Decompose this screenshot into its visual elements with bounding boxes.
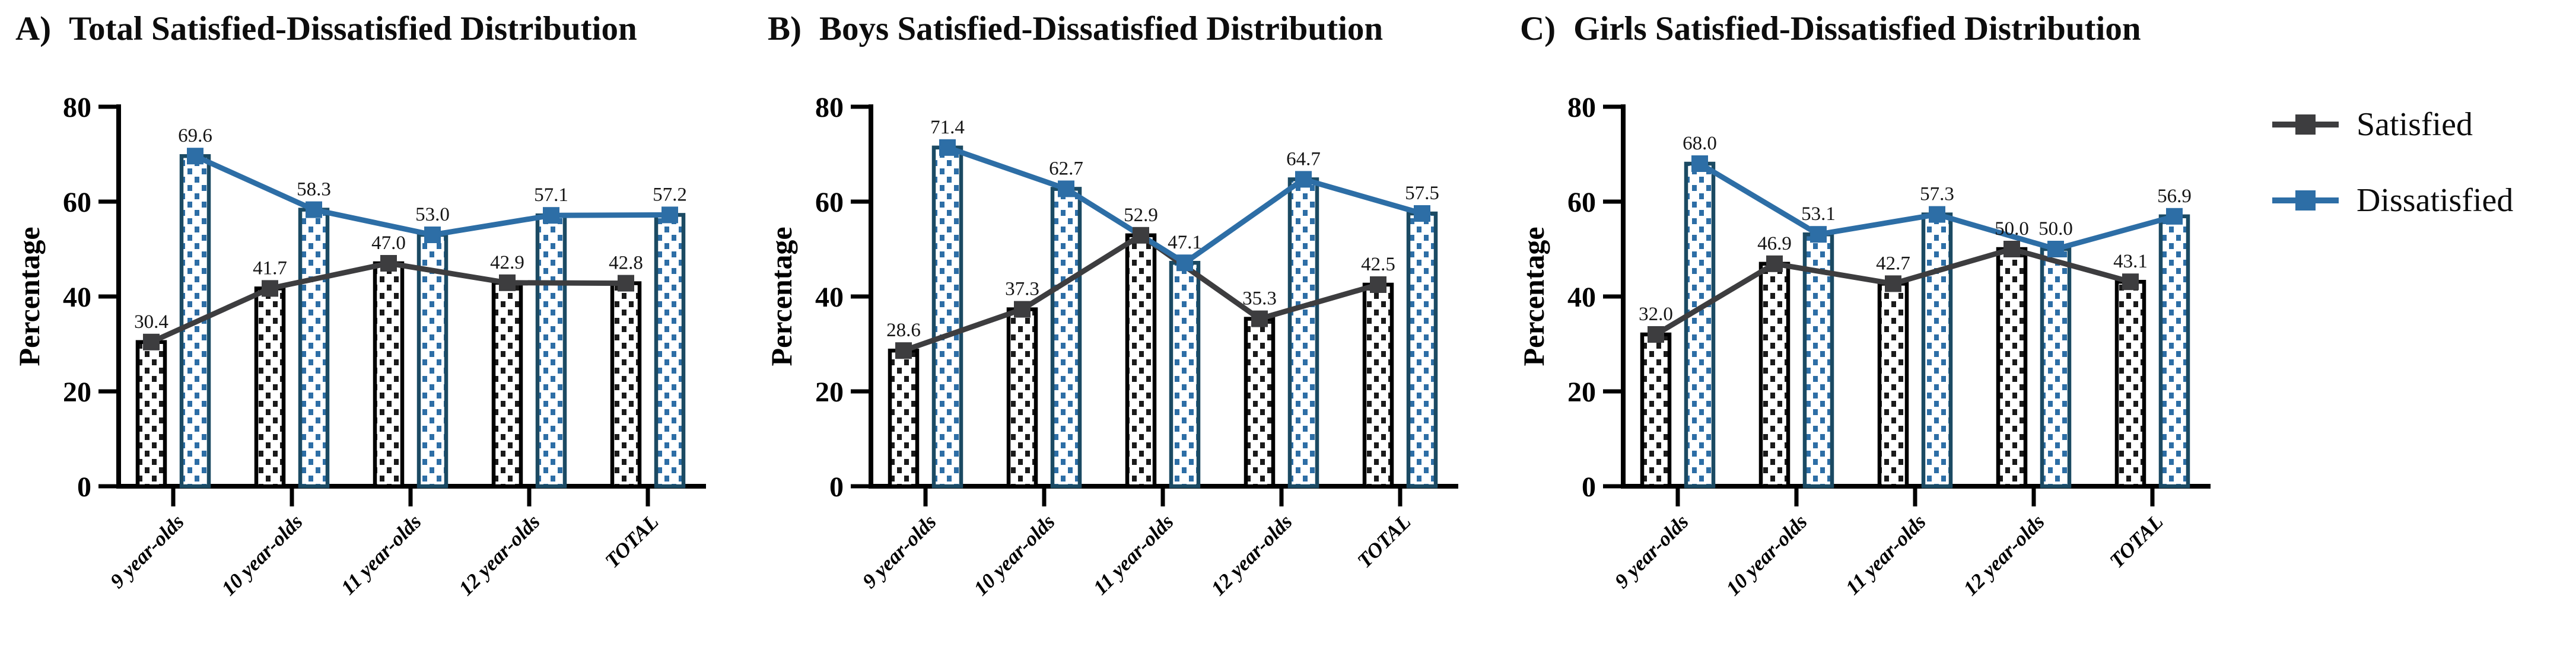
svg-text:9 year-olds: 9 year-olds xyxy=(858,510,941,593)
svg-text:68.0: 68.0 xyxy=(1683,133,1717,154)
svg-text:Percentage: Percentage xyxy=(1517,227,1550,366)
chart-plot-girls: 0 20 40 60 80 Percentage 9 year-olds 10 year-ol… xyxy=(1517,92,2211,600)
chart-title-girls: C) Girls Satisfied-Dissatisfied Distribut… xyxy=(1520,9,2141,48)
axes: 0 20 40 60 80 Percentage 9 year-olds 10 year-ol… xyxy=(12,92,706,600)
svg-text:57.1: 57.1 xyxy=(534,184,568,206)
chart-title-total: A) Total Satisfied-Dissatisfied Distribut… xyxy=(15,9,637,48)
svg-text:12 year-olds: 12 year-olds xyxy=(1207,510,1297,600)
svg-text:10 year-olds: 10 year-olds xyxy=(969,510,1060,600)
svg-text:9 year-olds: 9 year-olds xyxy=(1610,510,1693,593)
svg-text:57.3: 57.3 xyxy=(1920,184,1954,205)
svg-text:Percentage: Percentage xyxy=(12,227,46,366)
satisfied-bars xyxy=(1640,247,2146,489)
legend-label-dissatisfied: Dissatisfied xyxy=(2356,182,2514,219)
svg-text:43.1: 43.1 xyxy=(2113,251,2148,272)
svg-text:0: 0 xyxy=(829,471,844,503)
svg-text:46.9: 46.9 xyxy=(1757,233,1792,254)
svg-text:40: 40 xyxy=(63,282,91,313)
legend: Satisfied Dissatisfied xyxy=(2257,0,2576,660)
svg-text:TOTAL: TOTAL xyxy=(1353,510,1416,573)
dissatisfied-marker-icon xyxy=(2272,190,2339,211)
svg-text:40: 40 xyxy=(815,282,844,313)
legend-item-dissatisfied: Dissatisfied xyxy=(2272,181,2513,219)
svg-text:57.2: 57.2 xyxy=(653,184,687,205)
svg-text:60: 60 xyxy=(1567,187,1596,218)
svg-text:30.4: 30.4 xyxy=(134,311,168,333)
legend-item-satisfied: Satisfied xyxy=(2272,106,2473,144)
svg-text:TOTAL: TOTAL xyxy=(2105,510,2168,573)
svg-text:42.7: 42.7 xyxy=(1876,253,1910,274)
satisfied-marker-icon xyxy=(2272,114,2339,135)
chart-plot-total: 0 20 40 60 80 Percentage 9 year-olds 10 year-ol… xyxy=(12,92,706,600)
svg-text:0: 0 xyxy=(1582,471,1596,503)
svg-text:60: 60 xyxy=(815,187,844,218)
svg-text:60: 60 xyxy=(63,187,91,218)
svg-text:57.5: 57.5 xyxy=(1405,183,1439,204)
svg-text:69.6: 69.6 xyxy=(178,125,212,146)
svg-text:80: 80 xyxy=(63,92,91,123)
svg-text:10 year-olds: 10 year-olds xyxy=(217,510,307,600)
svg-text:41.7: 41.7 xyxy=(253,257,287,279)
svg-text:80: 80 xyxy=(1567,92,1596,123)
chart-panel-total: A) Total Satisfied-Dissatisfied Distribut… xyxy=(0,0,752,660)
chart-title-text-boys: Boys Satisfied-Dissatisfied Distribution xyxy=(819,10,1384,47)
svg-text:20: 20 xyxy=(815,377,844,408)
chart-title-boys: B) Boys Satisfied-Dissatisfied Distributi… xyxy=(768,9,1383,48)
svg-text:10 year-olds: 10 year-olds xyxy=(1722,510,1812,600)
svg-text:20: 20 xyxy=(1567,377,1596,408)
panel-label-a: A) xyxy=(15,10,52,47)
svg-text:53.0: 53.0 xyxy=(415,204,450,225)
value-labels: 28.6 37.3 52.9 35.3 42.5 71.4 62.7 47.1 64.7 57.5 xyxy=(886,117,1439,341)
svg-text:50.0: 50.0 xyxy=(2038,218,2073,240)
svg-text:42.9: 42.9 xyxy=(490,252,524,273)
value-labels: 32.0 46.9 42.7 50.0 43.1 68.0 53.1 57.3 50.0 56.9 xyxy=(1639,133,2192,325)
svg-text:53.1: 53.1 xyxy=(1801,203,1836,225)
svg-text:37.3: 37.3 xyxy=(1005,279,1039,300)
svg-text:42.5: 42.5 xyxy=(1361,254,1395,275)
svg-text:20: 20 xyxy=(63,377,91,408)
chart-title-text-total: Total Satisfied-Dissatisfied Distributio… xyxy=(69,10,637,47)
svg-text:11 year-olds: 11 year-olds xyxy=(1089,510,1178,600)
svg-text:9 year-olds: 9 year-olds xyxy=(106,510,189,593)
dissatisfied-bars xyxy=(1684,161,2190,489)
markers xyxy=(1648,155,2183,343)
svg-text:58.3: 58.3 xyxy=(297,179,331,200)
dissatisfied-bars xyxy=(931,145,1438,489)
svg-text:0: 0 xyxy=(77,471,91,503)
markers xyxy=(143,148,678,350)
svg-text:47.1: 47.1 xyxy=(1168,232,1202,253)
svg-text:11 year-olds: 11 year-olds xyxy=(336,510,426,600)
svg-text:42.8: 42.8 xyxy=(609,253,643,274)
legend-label-satisfied: Satisfied xyxy=(2356,106,2473,143)
svg-text:80: 80 xyxy=(815,92,844,123)
svg-text:12 year-olds: 12 year-olds xyxy=(1959,510,2049,600)
svg-text:56.9: 56.9 xyxy=(2157,186,2192,207)
svg-text:11 year-olds: 11 year-olds xyxy=(1841,510,1931,600)
axes: 0 20 40 60 80 Percentage 9 year-olds 10 year-ol… xyxy=(765,92,1458,600)
svg-text:TOTAL: TOTAL xyxy=(600,510,663,573)
markers xyxy=(895,139,1430,359)
chart-panel-girls: C) Girls Satisfied-Dissatisfied Distribut… xyxy=(1505,0,2257,660)
panel-label-c: C) xyxy=(1520,10,1556,47)
svg-text:40: 40 xyxy=(1567,282,1596,313)
chart-plot-boys: 0 20 40 60 80 Percentage 9 year-olds 10 year-ol… xyxy=(765,92,1458,600)
svg-text:62.7: 62.7 xyxy=(1049,158,1083,179)
svg-text:32.0: 32.0 xyxy=(1639,304,1673,325)
svg-text:Percentage: Percentage xyxy=(765,227,798,366)
axes: 0 20 40 60 80 Percentage 9 year-olds 10 year-ol… xyxy=(1517,92,2211,600)
panel-label-b: B) xyxy=(768,10,802,47)
svg-text:35.3: 35.3 xyxy=(1242,288,1277,310)
svg-text:64.7: 64.7 xyxy=(1286,148,1321,170)
value-labels: 30.4 41.7 47.0 42.9 42.8 69.6 58.3 53.0 57.1 57.2 xyxy=(134,125,687,333)
svg-text:50.0: 50.0 xyxy=(1995,218,2029,240)
svg-text:12 year-olds: 12 year-olds xyxy=(454,510,545,600)
svg-text:71.4: 71.4 xyxy=(930,117,965,138)
chart-title-text-girls: Girls Satisfied-Dissatisfied Distributio… xyxy=(1573,10,2141,47)
svg-text:47.0: 47.0 xyxy=(371,232,406,254)
chart-panel-boys: B) Boys Satisfied-Dissatisfied Distributi… xyxy=(752,0,1505,660)
svg-text:28.6: 28.6 xyxy=(886,320,921,341)
svg-text:52.9: 52.9 xyxy=(1124,205,1158,226)
